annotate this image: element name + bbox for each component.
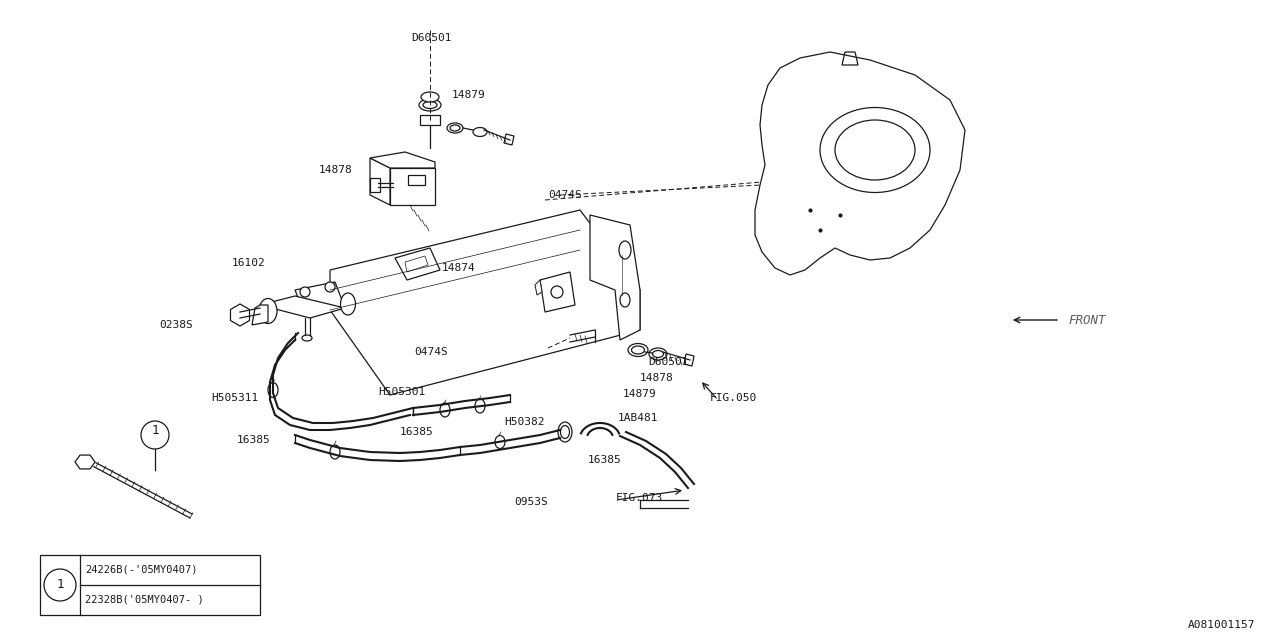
Text: 14879: 14879 — [623, 389, 657, 399]
Ellipse shape — [649, 348, 667, 360]
Text: 14878: 14878 — [319, 165, 352, 175]
Text: 14879: 14879 — [452, 90, 485, 100]
Polygon shape — [260, 296, 346, 318]
Text: H505301: H505301 — [378, 387, 425, 397]
Text: 16102: 16102 — [232, 258, 265, 268]
Text: D60501: D60501 — [648, 357, 689, 367]
Ellipse shape — [561, 426, 570, 438]
Polygon shape — [76, 455, 95, 469]
Polygon shape — [396, 248, 440, 280]
Text: D60501: D60501 — [412, 33, 452, 43]
Polygon shape — [294, 282, 346, 315]
Ellipse shape — [474, 127, 486, 136]
Polygon shape — [590, 215, 640, 340]
Ellipse shape — [620, 241, 631, 259]
Polygon shape — [540, 272, 575, 312]
Polygon shape — [684, 354, 694, 366]
Text: 16385: 16385 — [399, 427, 434, 437]
Text: FRONT: FRONT — [1068, 314, 1106, 326]
Ellipse shape — [558, 422, 572, 442]
Text: H50382: H50382 — [504, 417, 545, 427]
Text: 0474S: 0474S — [415, 347, 448, 357]
Text: 16385: 16385 — [588, 455, 622, 465]
Text: 1AB481: 1AB481 — [618, 413, 658, 423]
Ellipse shape — [421, 92, 439, 102]
Polygon shape — [404, 256, 428, 272]
Text: FIG.073: FIG.073 — [616, 493, 663, 503]
Ellipse shape — [620, 293, 630, 307]
Circle shape — [300, 287, 310, 297]
Polygon shape — [40, 555, 260, 615]
Text: H505311: H505311 — [211, 393, 259, 403]
Text: 0953S: 0953S — [515, 497, 548, 507]
Polygon shape — [420, 115, 440, 125]
Text: FIG.050: FIG.050 — [710, 393, 758, 403]
Ellipse shape — [631, 346, 645, 354]
Polygon shape — [230, 304, 250, 326]
Text: 1: 1 — [56, 579, 64, 591]
Text: 0238S: 0238S — [159, 320, 193, 330]
Ellipse shape — [447, 123, 463, 133]
Polygon shape — [370, 158, 390, 205]
Ellipse shape — [628, 344, 648, 356]
Text: 1: 1 — [151, 424, 159, 436]
Ellipse shape — [653, 351, 663, 358]
Circle shape — [325, 282, 335, 292]
Text: 0474S: 0474S — [548, 190, 581, 200]
Ellipse shape — [259, 298, 276, 323]
Polygon shape — [390, 168, 435, 205]
Polygon shape — [252, 305, 268, 325]
Text: A081001157: A081001157 — [1188, 620, 1254, 630]
Text: 22328B('05MY0407- ): 22328B('05MY0407- ) — [84, 595, 204, 605]
Ellipse shape — [451, 125, 460, 131]
Text: 16385: 16385 — [237, 435, 270, 445]
Polygon shape — [408, 175, 425, 185]
Ellipse shape — [419, 99, 442, 111]
Polygon shape — [330, 210, 640, 395]
Text: 14878: 14878 — [640, 373, 673, 383]
Polygon shape — [504, 134, 515, 145]
Ellipse shape — [340, 293, 356, 315]
Ellipse shape — [422, 102, 436, 109]
Text: 14874: 14874 — [442, 263, 475, 273]
Polygon shape — [535, 280, 541, 295]
Text: 24226B(-'05MY0407): 24226B(-'05MY0407) — [84, 565, 197, 575]
Polygon shape — [370, 178, 380, 192]
Circle shape — [550, 286, 563, 298]
Polygon shape — [370, 152, 435, 168]
Ellipse shape — [302, 335, 312, 341]
